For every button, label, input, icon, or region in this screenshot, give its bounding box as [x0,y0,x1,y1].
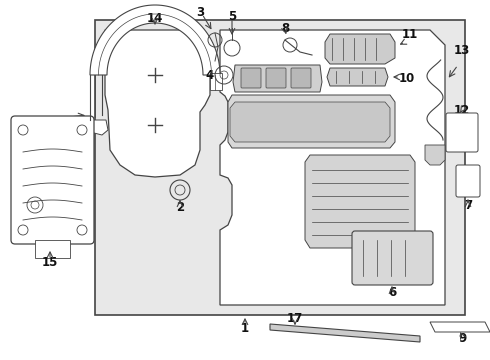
Text: 3: 3 [196,5,204,18]
Polygon shape [105,30,210,177]
Polygon shape [87,120,108,135]
Polygon shape [90,5,220,75]
Polygon shape [325,34,395,64]
Polygon shape [230,102,390,142]
Text: 15: 15 [42,256,58,269]
Text: 6: 6 [388,285,396,298]
FancyBboxPatch shape [11,116,94,244]
Polygon shape [425,145,445,165]
Polygon shape [430,322,490,332]
FancyBboxPatch shape [266,68,286,88]
Text: 7: 7 [464,198,472,212]
FancyBboxPatch shape [446,113,478,152]
Text: 11: 11 [402,27,418,41]
Text: 10: 10 [399,72,415,85]
Text: 16: 16 [20,118,36,131]
Polygon shape [270,324,420,342]
FancyBboxPatch shape [241,68,261,88]
Text: 5: 5 [228,9,236,23]
FancyBboxPatch shape [456,165,480,197]
Text: 8: 8 [281,22,289,35]
Polygon shape [228,95,395,148]
Text: 1: 1 [241,321,249,334]
Polygon shape [233,65,322,92]
Text: 17: 17 [287,311,303,324]
FancyBboxPatch shape [291,68,311,88]
Polygon shape [305,155,415,248]
Bar [95,20,465,315]
FancyBboxPatch shape [352,231,433,285]
Text: 4: 4 [206,68,214,81]
Text: 14: 14 [147,12,163,24]
Text: 12: 12 [454,104,470,117]
Bar [35,240,70,258]
Polygon shape [210,73,222,90]
Text: 9: 9 [458,332,466,345]
Polygon shape [327,68,388,86]
Polygon shape [220,30,445,305]
Text: 13: 13 [454,44,470,57]
Text: 2: 2 [176,201,184,213]
